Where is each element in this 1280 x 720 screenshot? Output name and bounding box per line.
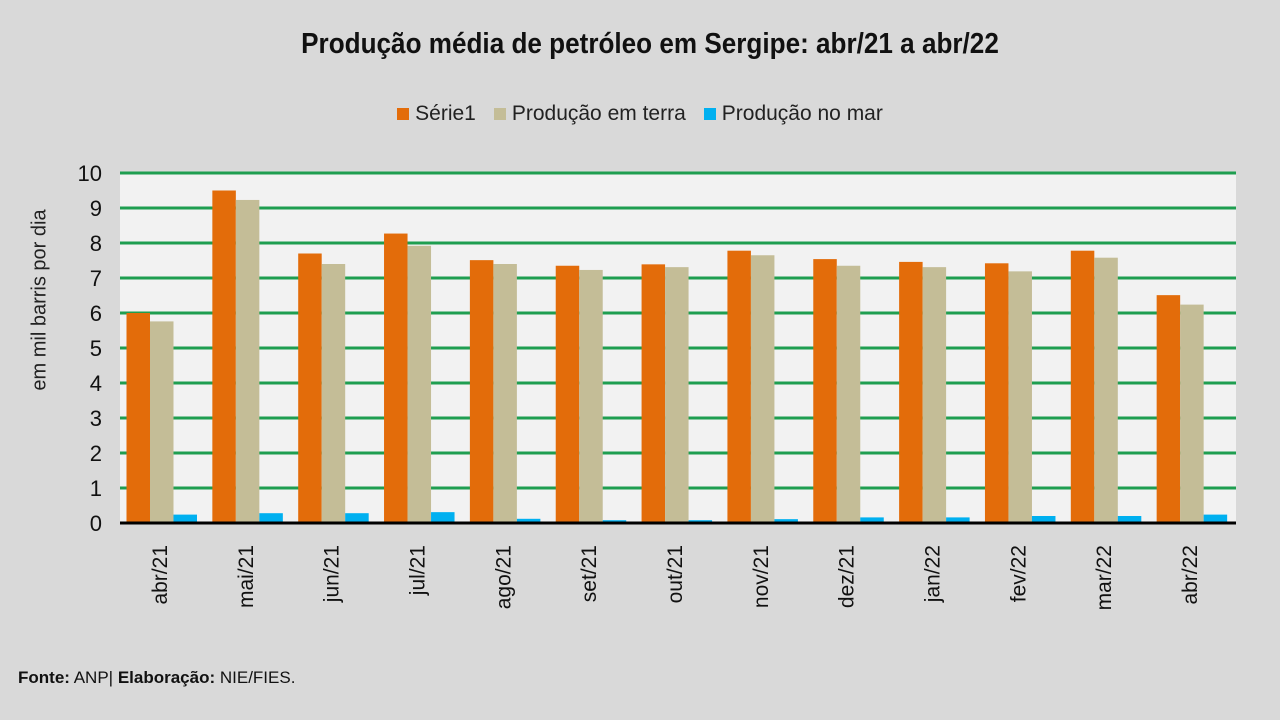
y-tick-label: 9 xyxy=(90,196,102,221)
legend-label: Produção em terra xyxy=(511,102,686,125)
x-tick-label: ago/21 xyxy=(492,545,515,609)
bar xyxy=(173,514,197,523)
bar xyxy=(516,518,541,523)
x-tick-label: mai/21 xyxy=(235,545,258,608)
bar xyxy=(946,517,970,523)
y-tick-label: 3 xyxy=(90,406,102,431)
legend-item: Produção no mar xyxy=(703,102,883,126)
legend-swatch xyxy=(493,108,506,120)
y-tick-label: 4 xyxy=(90,371,102,396)
bar xyxy=(641,264,666,523)
bar xyxy=(1070,250,1095,523)
bar xyxy=(1094,257,1118,523)
legend-label: Série1 xyxy=(415,102,476,125)
bar xyxy=(579,269,603,523)
bar xyxy=(922,267,947,523)
legend-label: Produção no mar xyxy=(721,102,883,125)
bar xyxy=(1156,295,1181,523)
legend-item: Produção em terra xyxy=(493,102,686,126)
bar xyxy=(1180,304,1204,523)
bar xyxy=(727,250,751,523)
source-value: ANP| xyxy=(69,668,118,687)
x-tick-label: nov/21 xyxy=(750,545,773,608)
y-tick-label: 1 xyxy=(90,476,102,501)
bar xyxy=(1203,514,1228,523)
bar xyxy=(665,267,689,523)
x-tick-label: abr/21 xyxy=(149,545,172,605)
bar xyxy=(555,265,580,523)
x-tick-label: set/21 xyxy=(578,545,601,602)
chart-title: Produção média de petróleo em Sergipe: a… xyxy=(301,28,999,60)
x-tick-label: mar/22 xyxy=(1093,545,1116,610)
y-tick-label: 6 xyxy=(90,301,102,326)
bar xyxy=(774,519,798,523)
bar xyxy=(836,265,861,523)
source-label: Fonte: xyxy=(18,668,70,687)
elaboration-value: NIE/FIES. xyxy=(215,668,296,687)
bar xyxy=(345,513,369,523)
bar xyxy=(407,245,432,524)
legend-swatch xyxy=(397,108,410,120)
legend-item: Série1 xyxy=(397,102,476,126)
bar xyxy=(493,264,517,523)
bar xyxy=(212,190,236,523)
y-tick-label: 10 xyxy=(78,161,102,186)
bar xyxy=(899,261,923,523)
x-tick-label: jan/22 xyxy=(922,545,945,603)
bar xyxy=(469,260,494,523)
bar xyxy=(1031,516,1056,523)
legend: Série1 Produção em terra Produção no mar xyxy=(0,102,1280,126)
y-tick-label: 2 xyxy=(90,441,102,466)
bar xyxy=(1117,516,1142,523)
x-tick-label: dez/21 xyxy=(836,545,859,608)
x-tick-label: jul/21 xyxy=(406,545,429,596)
bar xyxy=(259,513,283,523)
x-tick-label: jun/21 xyxy=(321,545,344,603)
y-tick-label: 5 xyxy=(90,336,102,361)
bar xyxy=(860,517,884,523)
x-tick-label: fev/22 xyxy=(1007,545,1030,602)
bar xyxy=(431,512,455,523)
y-tick-label: 0 xyxy=(90,511,102,536)
legend-swatch xyxy=(703,108,716,120)
bar xyxy=(298,253,322,523)
bar xyxy=(126,313,150,523)
y-tick-label: 8 xyxy=(90,231,102,256)
bar xyxy=(813,259,837,523)
footer-source: Fonte: ANP| Elaboração: NIE/FIES. xyxy=(18,668,295,688)
elaboration-label: Elaboração: xyxy=(117,668,216,687)
y-tick-label: 7 xyxy=(90,266,102,291)
bar xyxy=(384,233,408,524)
x-tick-label: out/21 xyxy=(664,545,687,603)
x-tick-label: abr/22 xyxy=(1179,545,1202,605)
bar xyxy=(235,199,260,523)
bar xyxy=(750,255,775,523)
bar xyxy=(984,263,1009,523)
bar xyxy=(150,321,174,523)
bar xyxy=(321,264,346,523)
bar xyxy=(1008,271,1032,523)
